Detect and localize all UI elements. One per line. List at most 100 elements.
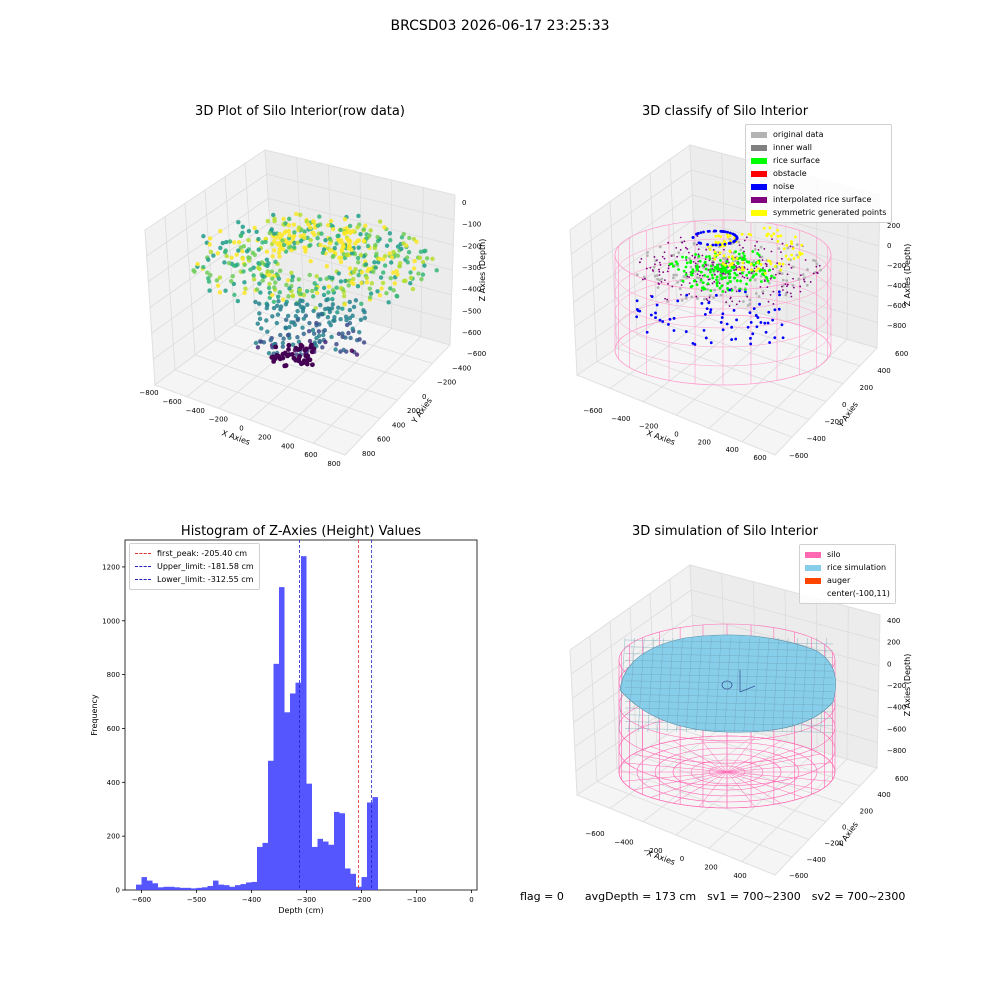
data-point — [346, 283, 351, 288]
data-point — [344, 252, 350, 258]
data-point — [348, 335, 353, 341]
data-point — [691, 341, 695, 345]
y-tick-label: 1000 — [102, 617, 120, 625]
histogram-chart: −600 −500 −400 −300 −200 −100 0 0 200 400 600 800 10… — [90, 539, 478, 915]
data-point — [317, 214, 322, 219]
silo-floor-spoke — [726, 737, 756, 773]
data-point — [791, 265, 795, 269]
data-point — [726, 281, 730, 285]
data-point — [236, 239, 242, 245]
histogram-bar — [367, 802, 373, 890]
data-point — [327, 309, 333, 315]
x-tick-label: −400 — [242, 896, 261, 904]
z-axis-label: Z Axies (Depth) — [903, 654, 912, 717]
data-point — [351, 304, 357, 310]
data-point — [709, 341, 713, 345]
data-point — [717, 241, 721, 245]
data-point — [763, 271, 767, 275]
z-tick: −400 — [887, 704, 906, 712]
data-point — [227, 239, 233, 244]
data-point — [768, 260, 772, 263]
data-point — [728, 288, 732, 292]
data-point — [712, 229, 716, 233]
data-point — [293, 313, 299, 319]
data-point — [305, 353, 311, 359]
data-point — [336, 331, 342, 337]
data-point — [214, 278, 220, 283]
data-point — [650, 295, 654, 298]
y-tick: −600 — [789, 872, 808, 880]
status-line: flag = 0 avgDepth = 173 cm sv1 = 700~230… — [520, 890, 905, 903]
data-point — [741, 251, 745, 255]
data-point — [659, 264, 662, 266]
data-point — [804, 259, 807, 261]
data-point — [349, 348, 355, 353]
legend-auger: auger — [805, 574, 890, 587]
data-point — [786, 285, 788, 288]
data-point — [281, 242, 287, 248]
data-point — [706, 299, 709, 302]
data-point — [271, 248, 277, 253]
data-point — [408, 281, 413, 286]
data-point — [729, 280, 732, 283]
data-point — [772, 232, 776, 236]
data-point — [770, 274, 773, 278]
data-point — [803, 280, 806, 283]
data-point — [715, 281, 719, 285]
data-point — [384, 243, 390, 248]
data-point — [308, 237, 313, 243]
data-point — [290, 274, 295, 279]
data-point — [207, 236, 213, 241]
data-point — [806, 268, 809, 271]
data-point — [741, 275, 744, 278]
data-point — [285, 278, 291, 283]
y-axis-label: Y Axies — [835, 400, 860, 430]
data-point — [384, 290, 389, 296]
grid-line — [694, 244, 879, 298]
data-point — [655, 303, 659, 307]
data-point — [725, 260, 729, 263]
data-point — [298, 212, 303, 218]
data-point — [781, 242, 784, 245]
data-point — [679, 249, 682, 251]
data-point — [242, 290, 247, 296]
data-point — [353, 241, 358, 246]
data-point — [403, 278, 408, 284]
data-point — [778, 262, 782, 266]
data-point — [314, 290, 320, 296]
data-point — [732, 265, 736, 269]
data-point — [676, 299, 680, 303]
data-point — [274, 353, 280, 358]
data-point — [295, 240, 300, 245]
rice-mesh-line — [624, 667, 834, 672]
histogram-bar — [262, 842, 268, 890]
data-point — [767, 300, 770, 303]
x-tick: 0 — [674, 431, 678, 439]
data-point — [191, 268, 196, 273]
data-point — [289, 278, 295, 283]
data-point — [311, 218, 316, 224]
data-point — [320, 312, 325, 317]
data-point — [246, 228, 252, 234]
data-point — [716, 263, 719, 267]
data-point — [748, 302, 752, 306]
histogram-bar — [251, 881, 257, 890]
data-point — [781, 262, 785, 266]
data-point — [719, 229, 723, 233]
data-point — [746, 277, 749, 280]
data-point — [735, 266, 738, 269]
data-point — [701, 274, 704, 277]
data-point — [781, 336, 785, 340]
data-point — [258, 290, 263, 295]
data-point — [740, 232, 744, 236]
data-point — [330, 297, 335, 302]
data-point — [365, 243, 371, 249]
data-point — [727, 255, 731, 259]
data-point — [718, 259, 722, 262]
z-axis-label: Z Axies (Depth) — [478, 239, 487, 302]
z-tick: −400 — [887, 282, 906, 290]
data-point — [763, 280, 766, 283]
data-point — [222, 260, 227, 265]
data-point — [756, 261, 760, 264]
legend-item-obstacle: obstacle — [751, 167, 886, 180]
